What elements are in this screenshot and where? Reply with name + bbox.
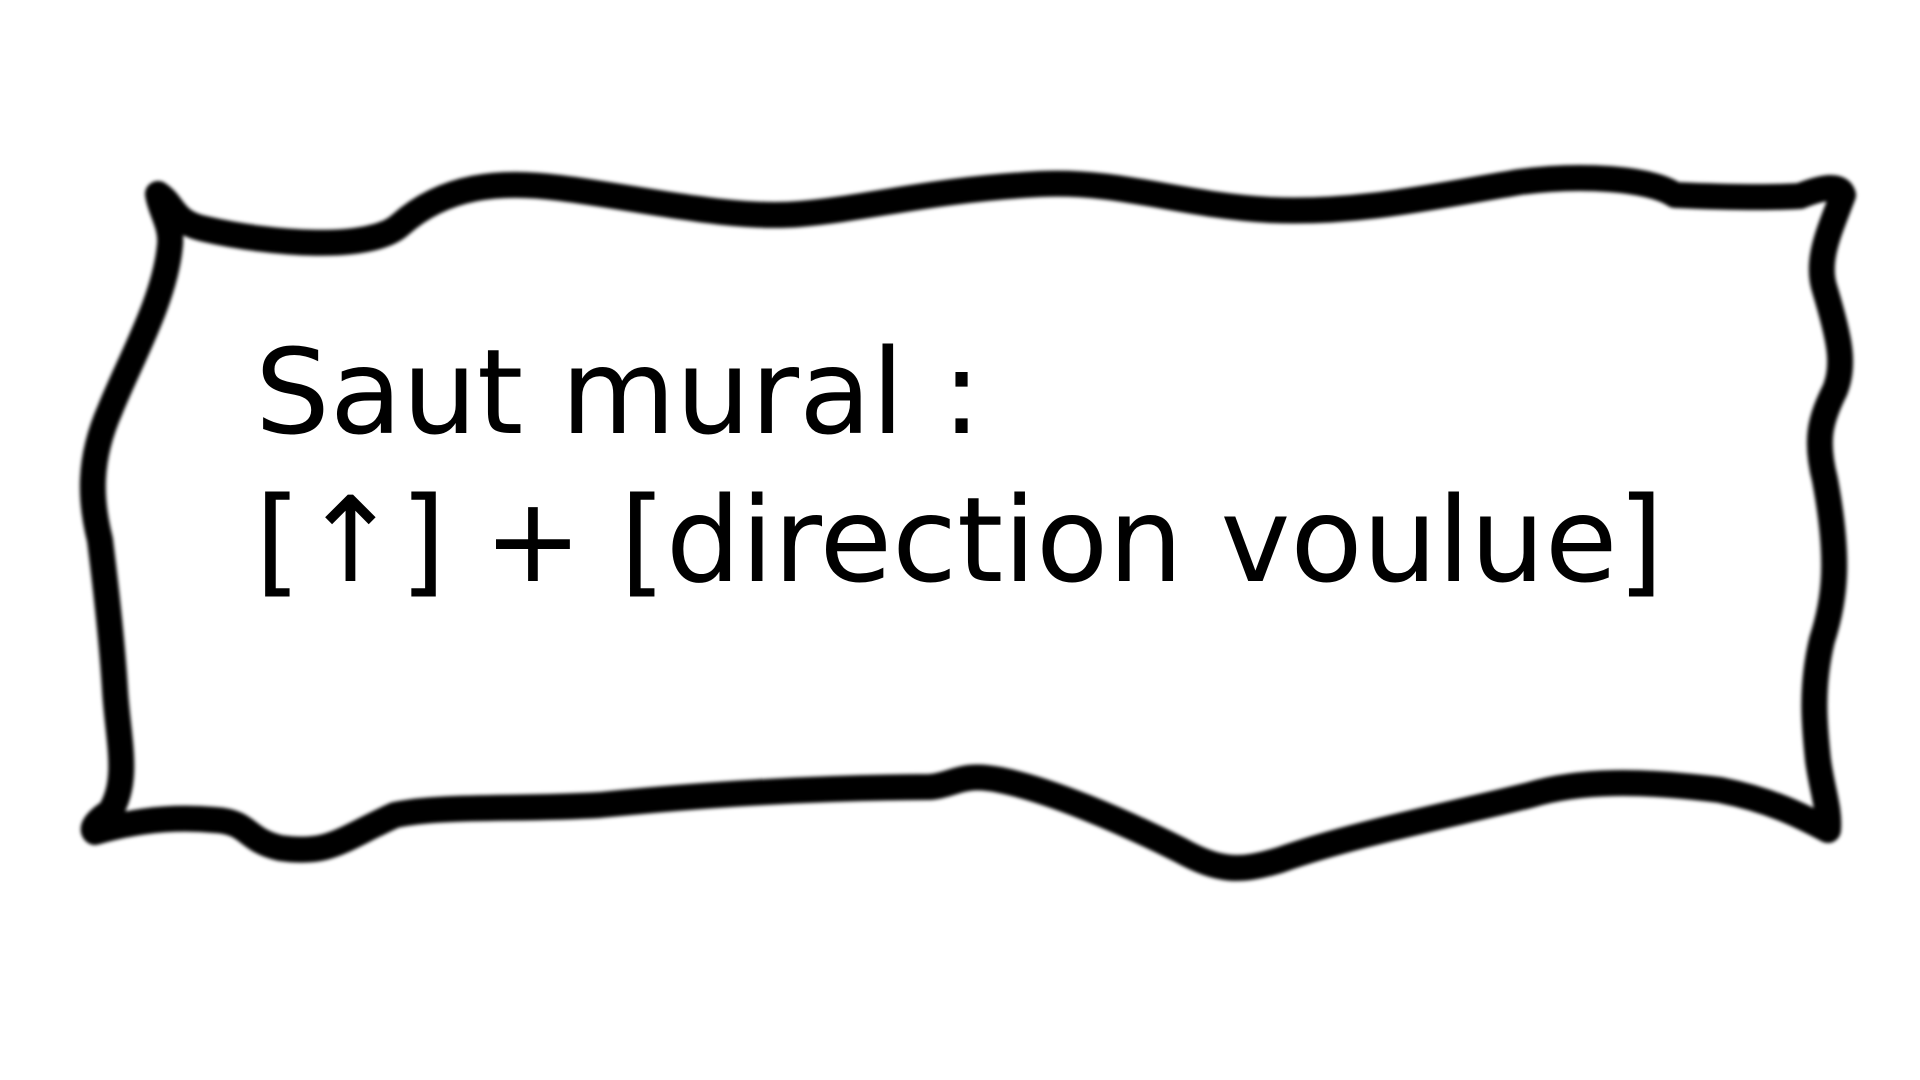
sign-border <box>79 165 1856 881</box>
tutorial-text: Saut mural : [↑] + [direction voulue] <box>255 318 1664 614</box>
wall-jump-title: Saut mural : <box>255 323 982 461</box>
wall-jump-controls: [↑] + [direction voulue] <box>255 471 1664 609</box>
